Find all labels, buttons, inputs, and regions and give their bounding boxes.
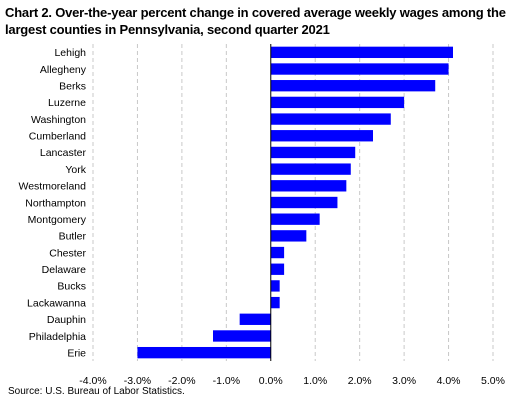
bar-lehigh [270, 46, 453, 59]
bar-washington [270, 113, 391, 125]
category-label: Bucks [57, 281, 86, 293]
bar-york [270, 163, 351, 175]
bars [137, 46, 453, 359]
bar-allegheny [270, 63, 449, 75]
category-label: Cumberland [29, 131, 86, 143]
bar-cumberland [270, 130, 373, 142]
bar-bucks [270, 280, 280, 292]
bar-berks [270, 80, 436, 92]
category-label: Northampton [25, 197, 86, 209]
bar-dauphin [239, 313, 271, 325]
bar-butler [270, 230, 307, 242]
category-label: Philadelphia [29, 331, 86, 343]
x-tick-label: -2.0% [168, 375, 195, 387]
x-tick-label: 4.0% [437, 375, 461, 387]
category-label: Berks [59, 81, 86, 93]
x-tick-label: 5.0% [481, 375, 505, 387]
bar-chester [270, 246, 285, 259]
category-label: Westmoreland [18, 181, 86, 193]
bar-lackawanna [270, 296, 280, 309]
category-label: Allegheny [40, 64, 87, 76]
category-label: Dauphin [47, 314, 86, 326]
category-label: Washington [31, 114, 86, 126]
category-label: Erie [67, 347, 86, 359]
category-label: Luzerne [48, 97, 86, 109]
category-label: Butler [59, 231, 87, 243]
bar-westmoreland [270, 180, 347, 192]
bar-delaware [270, 263, 285, 275]
x-tick-label: 3.0% [392, 375, 416, 387]
category-label: Delaware [42, 264, 87, 276]
x-tick-label: -1.0% [213, 375, 240, 387]
category-label: York [65, 164, 86, 176]
x-tick-label: 0.0% [259, 375, 283, 387]
x-tick-label: 1.0% [303, 375, 327, 387]
bar-northampton [270, 196, 338, 209]
bar-lancaster [270, 146, 356, 159]
category-label: Lehigh [54, 47, 86, 59]
category-label: Montgomery [28, 214, 87, 226]
x-tick-label: -4.0% [79, 375, 106, 387]
category-label: Lackawanna [27, 297, 86, 309]
chart-source: Source: U.S. Bureau of Labor Statistics. [8, 386, 185, 397]
x-tick-label: 2.0% [348, 375, 372, 387]
chart-title: Chart 2. Over-the-year percent change in… [5, 5, 506, 37]
bar-montgomery [270, 213, 320, 225]
x-tick-label: -3.0% [124, 375, 151, 387]
bar-luzerne [270, 96, 405, 109]
bar-philadelphia [213, 330, 271, 342]
bar-erie [137, 346, 271, 359]
category-label: Lancaster [40, 147, 87, 159]
category-labels: Lehigh Allegheny Berks Luzerne Washington Cum… [18, 47, 86, 359]
x-tick-labels: -4.0% -3.0% -2.0% -1.0% 0.0% 1.0% 2.0% 3.0% 4.0%… [79, 375, 505, 387]
category-label: Chester [49, 247, 86, 259]
